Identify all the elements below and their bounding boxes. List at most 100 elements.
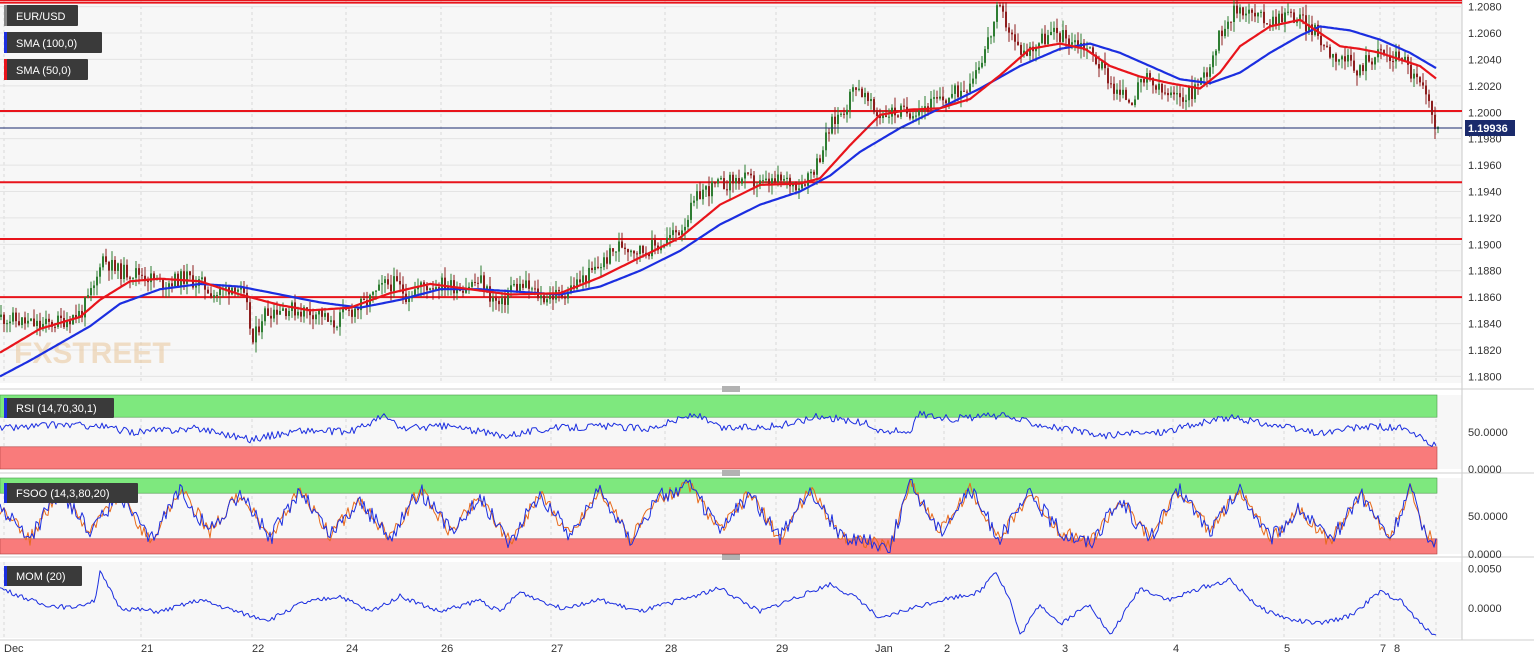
price-axis-tick-label: 1.1820 [1468,345,1502,357]
instrument-tag[interactable]: EUR/USD [4,5,78,26]
candle-body [801,184,803,189]
resize-handle[interactable] [722,386,740,392]
candle-body [528,280,530,289]
candle-body [183,271,185,284]
candle-body [993,21,995,37]
candle-body [1173,92,1175,95]
rsi-tag-label: RSI (14,70,30,1) [16,403,97,415]
candle-body [1371,61,1373,65]
candle-body [1224,28,1226,37]
indicator-axis-tick-label: 50.0000 [1468,511,1508,523]
candle-body [675,230,677,233]
candle-body [552,295,554,300]
price-axis-tick-label: 1.1800 [1468,371,1502,383]
price-axis-tick-label: 1.1980 [1468,134,1502,146]
candle-body [630,250,632,253]
candle-body [810,171,812,174]
candle-body [1077,40,1079,48]
candle-body [153,273,155,280]
candle-body [621,241,623,248]
candle-body [1104,61,1106,69]
candle-body [1131,102,1133,106]
sma100-tag-label: SMA (100,0) [16,38,77,50]
candle-body [282,308,284,311]
time-axis-tick-label: 22 [252,643,264,655]
candle-body [783,178,785,181]
candle-body [96,276,98,286]
candle-body [1263,11,1265,24]
time-axis-tick-label: 21 [141,643,153,655]
candle-body [1278,13,1280,26]
time-axis-tick-label: Dec [4,643,24,655]
candle-body [549,295,551,300]
candle-body [1434,114,1436,130]
candle-body [1422,82,1424,86]
mom-tag[interactable]: MOM (20) [4,566,82,586]
candle-body [1071,42,1073,45]
candle-body [705,186,707,190]
candle-body [1185,100,1187,102]
sma100-tag[interactable]: SMA (100,0) [4,32,102,53]
candle-body [441,277,443,291]
candle-body [120,263,122,280]
indicator-axis-tick-label: 0.0000 [1468,464,1502,476]
candle-body [603,257,605,268]
resize-handle[interactable] [722,554,740,560]
horizontal-levels[interactable] [0,0,1462,299]
candle-body [1008,27,1010,33]
candle-body [1179,93,1181,98]
candle-body [606,257,608,264]
candle-body [996,5,998,22]
candle-body [1332,53,1334,58]
indicator-axis-tick-label: 0.0000 [1468,603,1502,615]
sma50-line [0,18,1437,354]
time-axis-tick-label: 24 [346,643,358,655]
candle-body [27,320,29,324]
candle-body [501,298,503,305]
resize-handle[interactable] [722,470,740,476]
candle-body [39,320,41,328]
candle-body [1254,12,1256,17]
candle-body [1170,92,1172,96]
candle-body [1362,65,1364,72]
price-axis-tick-label: 1.1840 [1468,319,1502,331]
sma50-tag[interactable]: SMA (50,0) [4,59,88,80]
candle-body [210,293,212,298]
candle-body [354,308,356,317]
current-price-label: 1.19936 [1468,123,1508,135]
candle-body [585,275,587,284]
time-axis-tick-label: 2 [944,643,950,655]
candle-body [681,230,683,235]
candle-body [339,312,341,327]
indicator-axis-tick-label: 0.0050 [1468,563,1502,575]
candle-body [672,230,674,236]
candle-body [984,49,986,63]
instrument-tag-label: EUR/USD [16,11,66,23]
candle-body [864,92,866,98]
candle-body [1257,12,1259,17]
candle-body [495,297,497,301]
candle-body [450,280,452,288]
candle-body [768,178,770,186]
candle-body [1281,13,1283,23]
candle-body [102,256,104,268]
rsi-tag[interactable]: RSI (14,70,30,1) [4,398,114,418]
candle-body [276,309,278,315]
sma100-line [0,25,1437,378]
candle-body [639,245,641,255]
candle-body [1287,11,1289,13]
candle-body [396,276,398,281]
candle-body [669,235,671,238]
fsoo-tag[interactable]: FSOO (14,3,80,20) [4,483,138,503]
candle-body [1293,12,1295,23]
candle-body [1107,68,1109,84]
candle-body [804,184,806,186]
candle-body [1041,33,1043,44]
candle-body [477,282,479,284]
candle-body [1212,55,1214,68]
candle-body [546,299,548,303]
candle-body [1161,83,1163,93]
candle-body [507,292,509,305]
price-axis-tick-label: 1.2060 [1468,28,1502,40]
